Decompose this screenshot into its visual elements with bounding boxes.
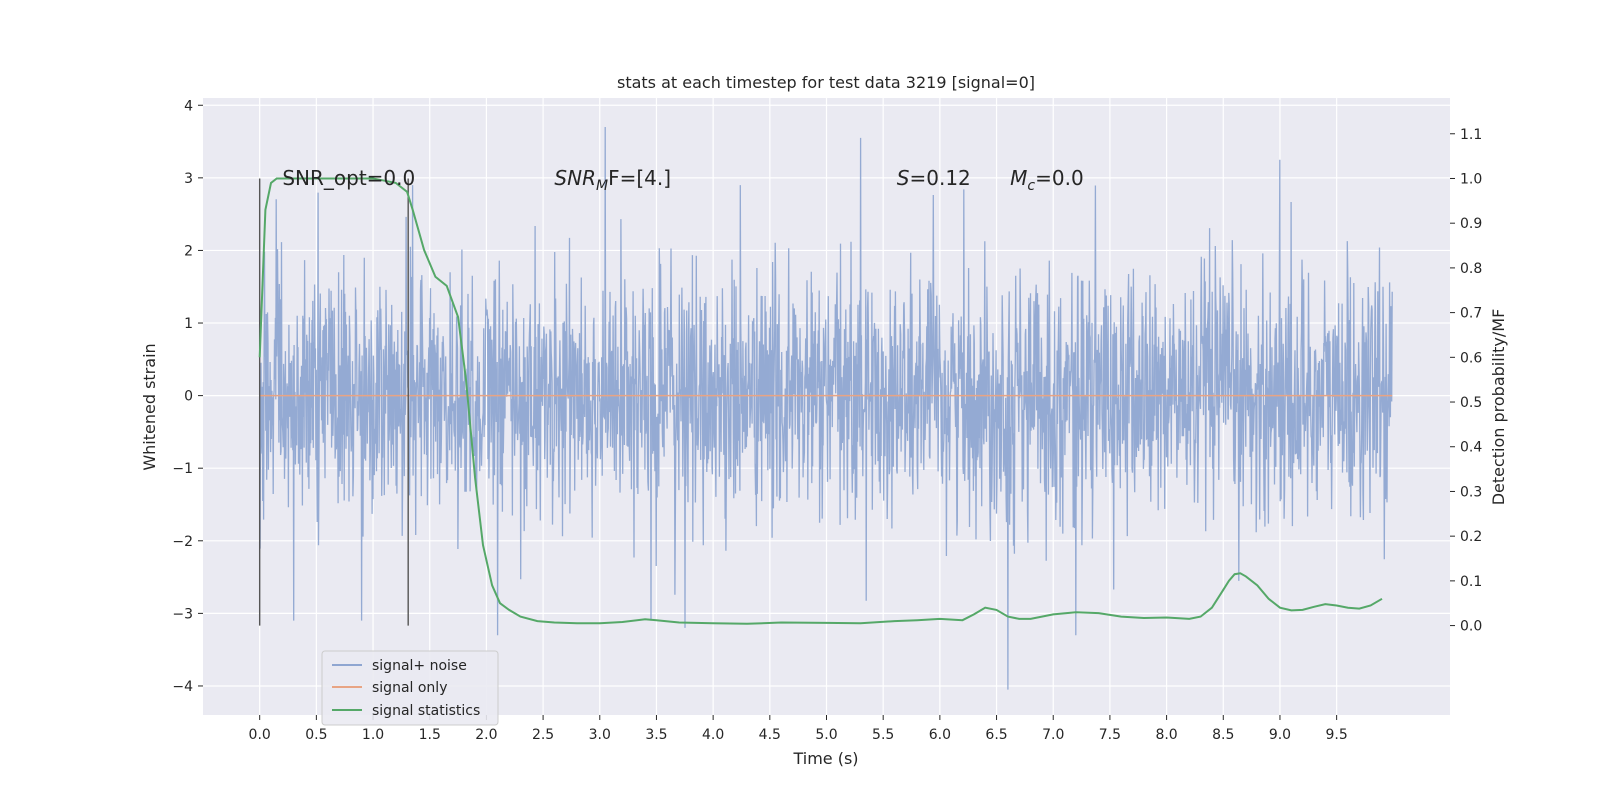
x-tick-label: 0.5: [305, 727, 327, 743]
y-tick-label: 3: [184, 171, 193, 187]
y2-tick-label: 1.1: [1460, 127, 1482, 143]
x-tick-label: 3.0: [589, 727, 611, 743]
x-tick-label: 5.0: [815, 727, 837, 743]
y2-tick-label: 0.9: [1460, 216, 1482, 232]
legend-label-signal-only: signal only: [372, 680, 447, 696]
x-tick-label: 4.0: [702, 727, 724, 743]
annotation: SNRMF=[4.]: [554, 166, 671, 194]
y-tick-label: 2: [184, 243, 193, 259]
y-tick-label: −2: [172, 534, 193, 550]
y2-tick-label: 0.3: [1460, 484, 1482, 500]
x-tick-label: 5.5: [872, 727, 894, 743]
y2-tick-label: 0.0: [1460, 619, 1482, 635]
x-tick-label: 9.0: [1269, 727, 1291, 743]
y2-tick-label: 0.4: [1460, 440, 1482, 456]
signal-noise-line: [259, 126, 1393, 690]
annotation: SNR_opt=0.0: [282, 166, 415, 190]
annotation: S=0.12: [897, 166, 971, 190]
x-tick-label: 6.5: [985, 727, 1007, 743]
x-tick-label: 7.0: [1042, 727, 1064, 743]
annotation: Mc=0.0: [1010, 166, 1084, 194]
y-tick-label: 1: [184, 316, 193, 332]
y-axis-ticks: −4 −3 −2 −1 0 1 2 3 4: [172, 98, 203, 695]
x-tick-label: 7.5: [1099, 727, 1121, 743]
y2-tick-label: 0.2: [1460, 529, 1482, 545]
y2-axis-label: Detection probability/MF: [1489, 309, 1508, 506]
y2-tick-label: 0.5: [1460, 395, 1482, 411]
legend: signal+ noise signal only signal statist…: [321, 650, 499, 726]
signal-statistics-line: [258, 177, 1383, 625]
y-tick-label: −1: [172, 461, 193, 477]
legend-box: [321, 650, 499, 726]
y2-axis-ticks: 0.0 0.1 0.2 0.3 0.4 0.5 0.6 0.7 0.8 0.9 1.0 1.1: [1450, 127, 1482, 635]
y-tick-label: −3: [172, 606, 193, 622]
series-signal-noise: [259, 126, 1393, 690]
y2-tick-label: 0.8: [1460, 261, 1482, 277]
legend-label-signal-statistics: signal statistics: [372, 703, 480, 719]
x-tick-label: 0.0: [249, 727, 271, 743]
annotations: SNR_opt=0.0 SNRMF=[4.] S=0.12 Mc=0.0: [282, 166, 1083, 194]
x-axis-label: Time (s): [792, 749, 858, 768]
x-tick-label: 2.0: [475, 727, 497, 743]
y2-tick-label: 0.1: [1460, 574, 1482, 590]
y-axis-label: Whitened strain: [140, 343, 159, 470]
x-tick-label: 2.5: [532, 727, 554, 743]
x-axis-ticks: 0.0 0.5 1.0 1.5 2.0 2.5 3.0 3.5 4.0 4.5 5.0 5.5 6.0 6…: [249, 715, 1348, 743]
x-tick-label: 9.5: [1326, 727, 1348, 743]
y-tick-label: −4: [172, 679, 193, 695]
x-tick-label: 3.5: [645, 727, 667, 743]
x-tick-label: 1.0: [362, 727, 384, 743]
x-tick-label: 4.5: [759, 727, 781, 743]
x-tick-label: 6.0: [929, 727, 951, 743]
chart-title: stats at each timestep for test data 321…: [617, 73, 1035, 92]
x-tick-label: 8.0: [1155, 727, 1177, 743]
y-tick-label: 4: [184, 98, 193, 114]
y2-tick-label: 1.0: [1460, 171, 1482, 187]
legend-label-signal-noise: signal+ noise: [372, 658, 467, 674]
series-signal-statistics: [258, 177, 1383, 625]
x-tick-label: 1.5: [419, 727, 441, 743]
y2-tick-label: 0.6: [1460, 350, 1482, 366]
x-tick-label: 8.5: [1212, 727, 1234, 743]
y-tick-label: 0: [184, 389, 193, 405]
y2-tick-label: 0.7: [1460, 306, 1482, 322]
vertical-markers: [258, 178, 409, 626]
